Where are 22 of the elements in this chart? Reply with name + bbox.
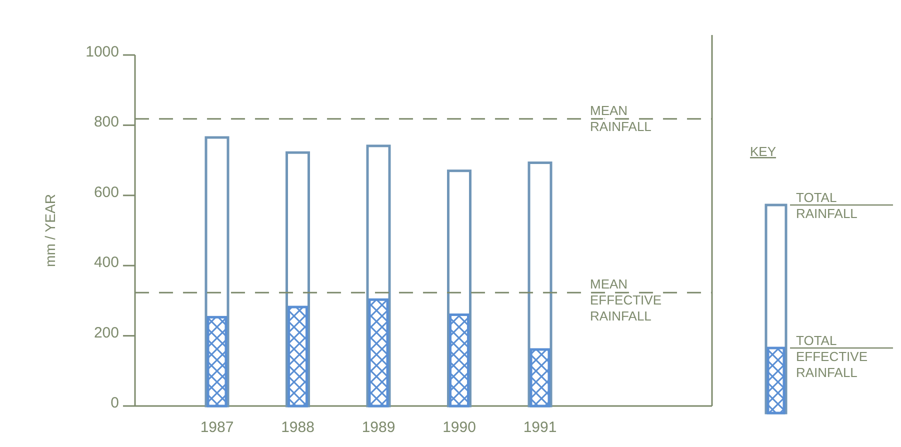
y-tick-label: 200 bbox=[94, 324, 119, 342]
y-axis-title: mm / YEAR bbox=[42, 194, 58, 267]
text: TOTAL EFFECTIVE RAINFALL bbox=[796, 333, 868, 380]
y-tick-label: 400 bbox=[94, 254, 119, 272]
text: TOTAL RAINFALL bbox=[796, 190, 858, 221]
bar bbox=[206, 316, 228, 408]
y-tick-label: 1000 bbox=[86, 44, 119, 60]
x-tick-label: 1990 bbox=[442, 419, 476, 436]
x-tick-label: 1987 bbox=[200, 419, 234, 436]
x-tick-label: 1991 bbox=[523, 419, 557, 436]
ref-line-label: MEAN EFFECTIVE RAINFALL bbox=[590, 276, 662, 324]
y-tick-label: 600 bbox=[94, 184, 119, 201]
y-tick-label: 0 bbox=[110, 394, 119, 412]
bar bbox=[530, 348, 550, 408]
bar bbox=[368, 298, 389, 408]
legend-title: KEY bbox=[750, 144, 776, 159]
bar bbox=[288, 306, 308, 408]
x-tick-label: 1988 bbox=[281, 419, 314, 436]
ref-line-label: MEAN RAINFALL bbox=[590, 102, 652, 134]
y-tick-label: 800 bbox=[94, 114, 119, 131]
x-tick-label: 1989 bbox=[362, 419, 396, 436]
bar bbox=[449, 313, 470, 408]
